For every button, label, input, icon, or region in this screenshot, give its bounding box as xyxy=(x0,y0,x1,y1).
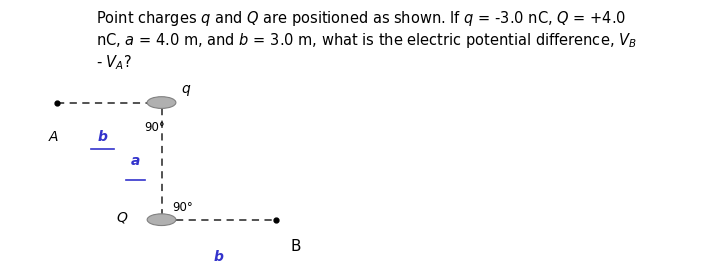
Text: 90°: 90° xyxy=(144,121,165,134)
Circle shape xyxy=(147,214,176,225)
Text: Point charges $q$ and $Q$ are positioned as shown. If $q$ = -3.0 nC, $Q$ = +4.0
: Point charges $q$ and $Q$ are positioned… xyxy=(96,9,637,72)
Text: B: B xyxy=(290,239,301,254)
Text: A: A xyxy=(49,130,58,144)
Circle shape xyxy=(147,97,176,108)
Text: Q: Q xyxy=(117,210,127,224)
Text: b: b xyxy=(214,250,224,264)
Text: 90°: 90° xyxy=(173,201,194,214)
Text: b: b xyxy=(98,130,107,144)
Text: a: a xyxy=(131,154,140,168)
Text: q: q xyxy=(181,82,190,96)
